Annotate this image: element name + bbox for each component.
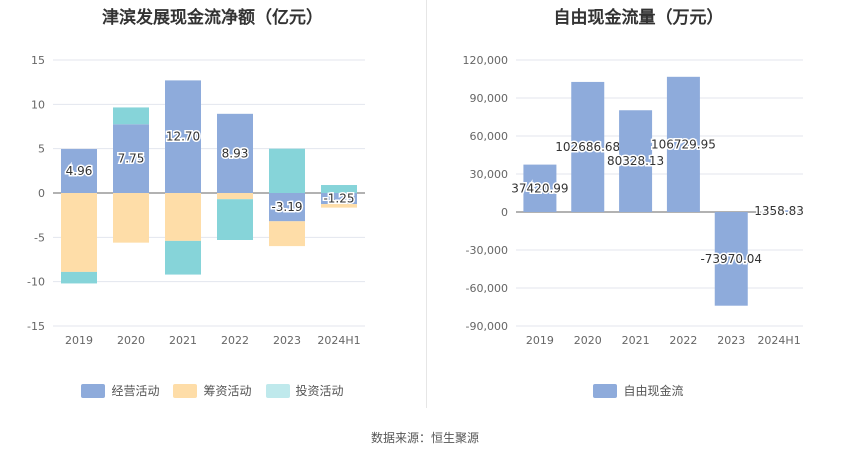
y-tick-label: -60,000 bbox=[466, 282, 508, 295]
x-tick-label: 2023 bbox=[273, 334, 301, 347]
x-tick-label: 2024H1 bbox=[757, 334, 800, 347]
x-tick-label: 2024H1 bbox=[317, 334, 360, 347]
legend-swatch-investing bbox=[265, 383, 290, 398]
x-tick-label: 2021 bbox=[169, 334, 197, 347]
bar-2021-series-2 bbox=[165, 240, 201, 275]
legend-swatch-operating bbox=[81, 383, 106, 398]
bar-2022-series-0 bbox=[217, 113, 253, 193]
x-tick-label: 2022 bbox=[669, 334, 697, 347]
bar-2023 bbox=[714, 212, 748, 306]
bar-2021 bbox=[619, 110, 653, 212]
y-tick-label: 15 bbox=[31, 54, 45, 67]
data-label: 102686.68 bbox=[555, 140, 620, 154]
cash-flow-chart-panel: 津滨发展现金流净额（亿元） 15 10 5 0 -5 -10 -15 2019 4.96 2020… bbox=[0, 0, 425, 410]
data-source-note: 数据来源：恒生聚源 bbox=[370, 431, 479, 445]
x-tick-label: 2020 bbox=[574, 334, 602, 347]
bar-2021-series-0 bbox=[165, 80, 201, 193]
y-tick-label: -15 bbox=[27, 320, 45, 333]
data-label: -73970.04 bbox=[700, 252, 762, 266]
x-tick-label: 2019 bbox=[526, 334, 554, 347]
left-chart-title: 津滨发展现金流净额（亿元） bbox=[102, 8, 323, 28]
bar-2024H1-series-1 bbox=[321, 204, 357, 208]
legend-label-financing: 筹资活动 bbox=[203, 384, 252, 398]
bar-2023-series-1 bbox=[269, 221, 305, 247]
bar-2023-series-2 bbox=[269, 148, 305, 193]
legend-label-investing: 投资活动 bbox=[295, 384, 344, 398]
x-tick-label: 2022 bbox=[221, 334, 249, 347]
x-tick-label: 2019 bbox=[65, 334, 93, 347]
x-tick-label: 2023 bbox=[717, 334, 745, 347]
bar-2024H1 bbox=[762, 210, 796, 212]
y-tick-label: 90,000 bbox=[470, 92, 509, 105]
legend-swatch-financing bbox=[173, 383, 198, 398]
y-tick-label: 120,000 bbox=[463, 54, 509, 67]
bar-2019-series-0 bbox=[61, 149, 97, 193]
legend-item-investing[interactable]: 投资活动 bbox=[265, 382, 344, 399]
bar-2022 bbox=[666, 76, 700, 212]
x-tick-label: 2020 bbox=[117, 334, 145, 347]
bar-2021-series-1 bbox=[165, 193, 201, 241]
free-cash-flow-chart-panel: 自由现金流量（万元） 120,000 90,000 60,000 30,000 0 -30… bbox=[427, 0, 850, 410]
y-tick-label: 60,000 bbox=[470, 130, 509, 143]
bar-2020 bbox=[571, 81, 605, 212]
bar-2019-series-2 bbox=[61, 271, 97, 284]
bar-2024H1-series-0 bbox=[321, 193, 357, 205]
y-tick-label: 10 bbox=[31, 98, 45, 111]
bar-2019 bbox=[523, 164, 557, 212]
data-label: 106729.95 bbox=[651, 137, 716, 151]
legend-swatch-free-cash-flow bbox=[593, 383, 618, 398]
data-label: 80328.13 bbox=[607, 154, 664, 168]
data-label: -3.19 bbox=[271, 200, 302, 214]
y-tick-label: 0 bbox=[501, 206, 508, 219]
bar-2024H1-series-2 bbox=[321, 185, 357, 193]
data-label: 8.93 bbox=[222, 146, 249, 160]
data-label: 12.70 bbox=[166, 130, 200, 144]
right-legend: 自由现金流 bbox=[427, 382, 850, 399]
bar-2020-series-2 bbox=[113, 107, 149, 125]
data-label: -1.25 bbox=[323, 192, 354, 206]
bar-2019-series-1 bbox=[61, 193, 97, 272]
y-tick-label: -5 bbox=[34, 231, 45, 244]
y-tick-label: -30,000 bbox=[466, 244, 508, 257]
free-cash-flow-chart: 120,000 90,000 60,000 30,000 0 -30,000 -60,000… bbox=[463, 54, 806, 347]
legend-item-operating[interactable]: 经营活动 bbox=[81, 382, 159, 399]
cash-flow-chart: 15 10 5 0 -5 -10 -15 2019 4.96 2020 7.75 2021 12.70 2… bbox=[27, 54, 365, 347]
y-tick-label: -90,000 bbox=[466, 320, 508, 333]
bar-2020-series-0 bbox=[113, 124, 149, 193]
bar-2022-series-1 bbox=[217, 193, 253, 200]
data-label: 37420.99 bbox=[511, 181, 568, 195]
y-tick-label: 30,000 bbox=[470, 168, 509, 181]
data-label: 1358.83 bbox=[754, 204, 804, 218]
left-legend: 经营活动 筹资活动 投资活动 bbox=[0, 382, 425, 399]
legend-label-free-cash-flow: 自由现金流 bbox=[623, 384, 684, 398]
bar-2023-series-0 bbox=[269, 193, 305, 222]
data-label: 7.75 bbox=[118, 152, 145, 166]
right-chart-title: 自由现金流量（万元） bbox=[553, 8, 724, 28]
panel-divider bbox=[426, 0, 427, 408]
legend-label-operating: 经营活动 bbox=[111, 384, 160, 398]
y-tick-label: -10 bbox=[27, 276, 45, 289]
bar-2022-series-2 bbox=[217, 199, 253, 240]
legend-item-free-cash-flow[interactable]: 自由现金流 bbox=[593, 382, 684, 399]
legend-item-financing[interactable]: 筹资活动 bbox=[173, 382, 252, 399]
y-tick-label: 0 bbox=[38, 187, 45, 200]
x-tick-label: 2021 bbox=[622, 334, 650, 347]
bar-2020-series-1 bbox=[113, 193, 149, 243]
y-tick-label: 5 bbox=[38, 143, 45, 156]
data-label: 4.96 bbox=[66, 164, 93, 178]
